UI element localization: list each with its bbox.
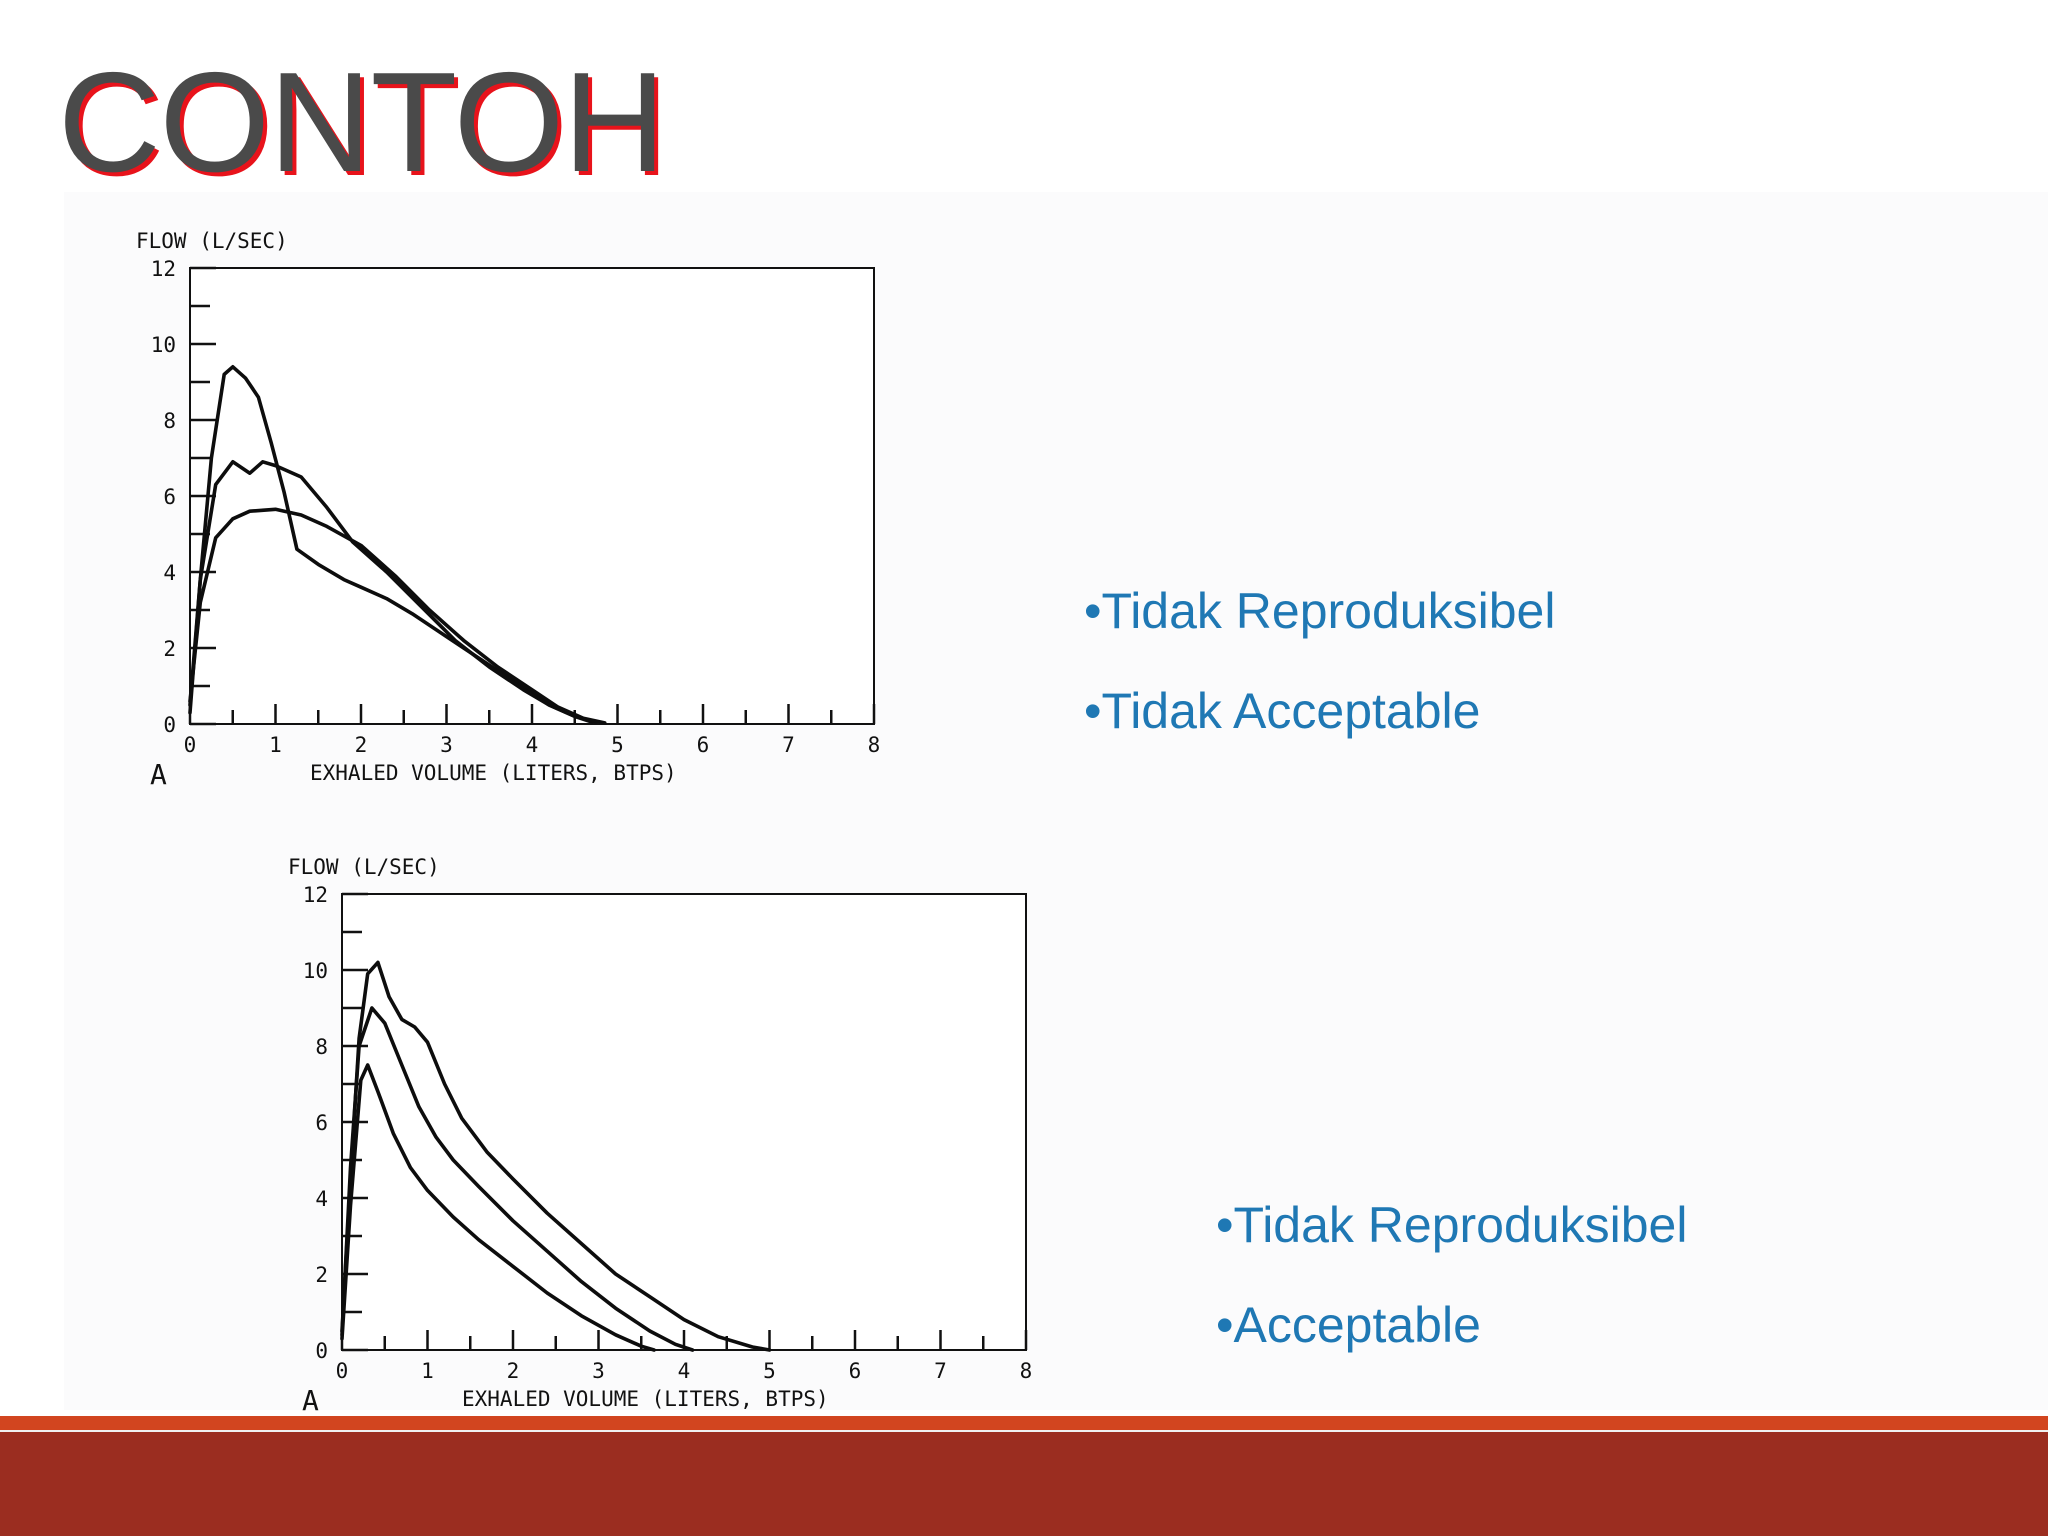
y-tick-label: 0 <box>163 713 176 737</box>
y-tick-label: 8 <box>163 409 176 433</box>
y-tick-label: 4 <box>163 561 176 585</box>
footer-band <box>0 1416 2048 1536</box>
x-tick-label: 2 <box>507 1359 520 1383</box>
y-tick-label: 0 <box>315 1339 328 1363</box>
y-tick-label: 6 <box>315 1111 328 1135</box>
x-tick-label: 7 <box>782 733 795 757</box>
x-tick-label: 5 <box>611 733 624 757</box>
y-tick-label: 8 <box>315 1035 328 1059</box>
x-axis-title: EXHALED VOLUME (LITERS, BTPS) <box>462 1387 829 1411</box>
slide-title: CONTOH <box>58 43 666 202</box>
y-tick-label: 2 <box>315 1263 328 1287</box>
y-tick-label: 6 <box>163 485 176 509</box>
panel-letter: A <box>302 1384 319 1417</box>
bullet-item-bottom-acceptability: •Acceptable <box>1216 1297 1481 1353</box>
flow-volume-curve-2 <box>340 1006 695 1352</box>
flow-volume-curve-3 <box>340 1063 656 1352</box>
y-tick-label: 2 <box>163 637 176 661</box>
bullet-item-top-acceptability: •Tidak Acceptable <box>1084 683 1481 739</box>
x-tick-label: 6 <box>697 733 710 757</box>
y-axis-title: FLOW (L/SEC) <box>288 855 440 879</box>
x-tick-label: 4 <box>678 1359 691 1383</box>
x-tick-label: 0 <box>336 1359 349 1383</box>
y-axis-title: FLOW (L/SEC) <box>136 229 288 253</box>
y-tick-label: 10 <box>151 333 176 357</box>
x-tick-label: 8 <box>1020 1359 1033 1383</box>
x-tick-label: 3 <box>440 733 453 757</box>
flow-volume-curve-2 <box>188 460 598 724</box>
bullet-list-bottom: •Tidak Reproduksibel •Acceptable <box>1216 1200 1687 1350</box>
x-tick-label: 5 <box>763 1359 776 1383</box>
plot-frame <box>189 267 875 725</box>
x-tick-label: 3 <box>592 1359 605 1383</box>
bullet-item-bottom-reproducibility: •Tidak Reproduksibel <box>1216 1197 1688 1253</box>
panel-letter: A <box>150 758 167 791</box>
x-tick-label: 4 <box>526 733 539 757</box>
y-tick-label: 12 <box>151 257 176 281</box>
y-tick-label: 10 <box>303 959 328 983</box>
flow-volume-curve-1 <box>340 960 772 1352</box>
plot-frame <box>341 893 1027 1351</box>
x-tick-label: 1 <box>269 733 282 757</box>
bullet-item-top-reproducibility: •Tidak Reproduksibel <box>1084 583 1556 639</box>
y-tick-label: 12 <box>303 883 328 907</box>
x-tick-label: 0 <box>184 733 197 757</box>
x-tick-label: 2 <box>355 733 368 757</box>
x-tick-label: 8 <box>868 733 881 757</box>
x-tick-label: 6 <box>849 1359 862 1383</box>
x-tick-label: 7 <box>934 1359 947 1383</box>
x-axis-title: EXHALED VOLUME (LITERS, BTPS) <box>310 761 677 785</box>
flow-volume-curve-3 <box>188 507 607 725</box>
x-tick-label: 1 <box>421 1359 434 1383</box>
y-tick-label: 4 <box>315 1187 328 1211</box>
bullet-list-top: •Tidak Reproduksibel •Tidak Acceptable <box>1084 586 1555 736</box>
